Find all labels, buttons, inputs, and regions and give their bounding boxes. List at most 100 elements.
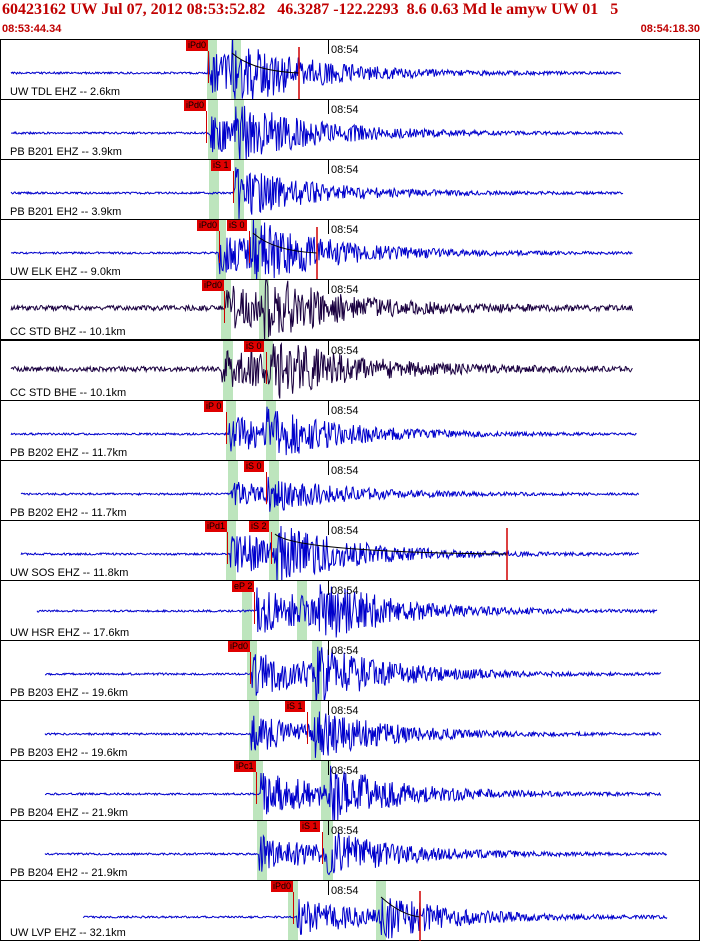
station-channel-label: CC STD BHE -- 10.1km [10, 386, 127, 399]
phase-pick-line [224, 291, 225, 324]
phase-pick-flag[interactable]: iPd0 [271, 881, 294, 893]
phase-pick-flag[interactable]: iPd1 [205, 520, 228, 532]
time-tick [328, 40, 329, 54]
phase-pick-flag[interactable]: eP 2 [232, 580, 255, 592]
phase-pick-flag[interactable]: iS 1 [285, 701, 305, 713]
time-tick [328, 580, 329, 595]
seismogram-panel[interactable]: 08:54 iS 1 PB B201 EH2 -- 3.9km [0, 159, 700, 221]
phase-pick-flag[interactable]: iPd0 [197, 220, 220, 232]
phase-window-band [247, 641, 257, 701]
time-tick-label: 08:54 [331, 104, 359, 117]
station-channel-label: UW TDL EHZ -- 2.6km [10, 86, 121, 99]
phase-window-band [226, 400, 236, 460]
time-tick [328, 701, 329, 716]
window-end-time: 08:54:18.30 [640, 23, 700, 35]
time-tick-label: 08:54 [331, 284, 359, 297]
phase-pick-line [227, 531, 228, 564]
seismogram-panel[interactable]: 08:54 iPd0 UW LVP EHZ -- 32.1km [0, 880, 700, 941]
seismogram-panel[interactable]: 08:54 iPd0 PB B201 EHZ -- 3.9km [0, 99, 700, 161]
seismogram-panel[interactable]: 08:54 iPd0 iS 0 UW ELK EHZ -- 9.0km [0, 219, 700, 281]
seismogram-panel[interactable]: 08:54 iPd1 iS 2 UW SOS EHZ -- 11.8km [0, 519, 700, 581]
seismogram-panel[interactable]: 08:54 iPd0 PB B203 EHZ -- 19.6km [0, 640, 700, 702]
time-tick [328, 160, 329, 175]
station-channel-label: PB B202 EH2 -- 11.7km [10, 506, 127, 519]
waveform-trace [44, 832, 667, 876]
phase-pick-line [266, 351, 267, 384]
station-channel-label: UW HSR EHZ -- 17.6km [10, 626, 130, 639]
phase-pick-line [208, 51, 209, 83]
waveform-trace [11, 105, 624, 161]
phase-pick-flag[interactable]: iPd0 [202, 280, 225, 292]
phase-pick-line [249, 231, 250, 264]
waveform-path [20, 476, 640, 512]
seismogram-panel[interactable]: 08:54 iS 1 PB B204 EH2 -- 21.9km [0, 820, 700, 882]
station-channel-label: UW ELK EHZ -- 9.0km [10, 266, 121, 279]
time-tick [328, 761, 329, 776]
waveform-path [10, 406, 637, 455]
waveform-path [10, 220, 633, 281]
phase-pick-line [266, 471, 267, 504]
waveform-trace [82, 891, 668, 941]
phase-pick-flag[interactable]: iPd0 [228, 641, 251, 652]
station-channel-label: UW LVP EHZ -- 32.1km [10, 927, 126, 940]
time-tick [328, 881, 329, 896]
phase-window-band [259, 280, 269, 340]
waveform-path [10, 341, 633, 399]
phase-pick-line [322, 832, 323, 865]
phase-window-band [323, 821, 333, 881]
station-channel-label: CC STD BHZ -- 10.1km [10, 326, 126, 339]
waveform-path [20, 525, 640, 581]
event-header: 60423162 UW Jul 07, 2012 08:53:52.82 46.… [0, 0, 702, 40]
time-tick-label: 08:54 [331, 645, 359, 657]
phase-pick-line [254, 591, 255, 624]
phase-pick-line [271, 531, 272, 564]
seismogram-panel[interactable]: 08:54 iS 0 PB B202 EH2 -- 11.7km [0, 459, 700, 521]
waveform-trace [10, 167, 624, 220]
waveform-path [36, 584, 658, 638]
waveform-trace [10, 40, 622, 100]
seismogram-panel[interactable]: 08:54 iP 0 PB B202 EHZ -- 11.7km [0, 399, 700, 461]
phase-window-band [297, 580, 307, 640]
phase-window-band [223, 340, 233, 400]
phase-pick-flag[interactable]: iS 0 [244, 340, 264, 352]
seismogram-panel[interactable]: 08:54 iPd0 CC STD BHZ -- 10.1km [0, 279, 700, 341]
phase-pick-flag[interactable]: iPc1 [234, 761, 256, 773]
phase-pick-flag[interactable]: iS 0 [227, 220, 247, 232]
phase-window-band [221, 280, 231, 340]
station-channel-label: PB B201 EH2 -- 3.9km [10, 206, 122, 219]
seismogram-panel[interactable]: 08:54 iS 0 CC STD BHE -- 10.1km [0, 339, 700, 401]
phase-pick-flag[interactable]: iP 0 [204, 400, 224, 412]
phase-pick-flag[interactable]: iS 1 [211, 160, 231, 172]
time-tick-label: 08:54 [331, 344, 359, 357]
phase-pick-flag[interactable]: iS 0 [244, 460, 264, 472]
phase-pick-flag[interactable]: iS 1 [300, 821, 320, 833]
phase-pick-line [250, 652, 251, 684]
waveform-trace [44, 646, 662, 701]
station-channel-label: PB B204 EHZ -- 21.9km [10, 807, 128, 820]
phase-window-band [311, 701, 321, 761]
time-tick-label: 08:54 [331, 164, 359, 177]
station-channel-label: PB B202 EHZ -- 11.7km [10, 446, 128, 459]
seismogram-panel[interactable]: 08:54 iPd0 UW TDL EHZ -- 2.6km [0, 39, 700, 101]
phase-pick-flag[interactable]: iPd0 [186, 40, 209, 51]
waveform-path [10, 280, 634, 341]
seismogram-panel[interactable]: 08:54 eP 2 UW HSR EHZ -- 17.6km [0, 579, 700, 641]
phase-pick-line [226, 411, 227, 444]
seismogram-panel[interactable]: 08:54 iPc1 PB B204 EHZ -- 21.9km [0, 760, 700, 822]
time-tick-label: 08:54 [331, 584, 359, 597]
phase-window-band [209, 160, 219, 220]
waveform-trace [36, 584, 658, 638]
time-tick-label: 08:54 [331, 524, 359, 537]
phase-pick-flag[interactable]: iPd0 [184, 100, 207, 112]
time-tick [328, 220, 329, 235]
time-tick [328, 280, 329, 295]
window-start-time: 08:53:44.34 [2, 23, 62, 35]
phase-pick-flag[interactable]: iS 2 [249, 520, 269, 532]
waveform-path [44, 765, 662, 822]
time-tick-label: 08:54 [331, 44, 359, 56]
seismogram-panel[interactable]: 08:54 iS 1 PB B203 EH2 -- 19.6km [0, 700, 700, 762]
time-tick [328, 641, 329, 655]
station-channel-label: PB B201 EHZ -- 3.9km [10, 146, 122, 159]
waveform-path [44, 646, 662, 701]
time-tick [328, 821, 329, 836]
